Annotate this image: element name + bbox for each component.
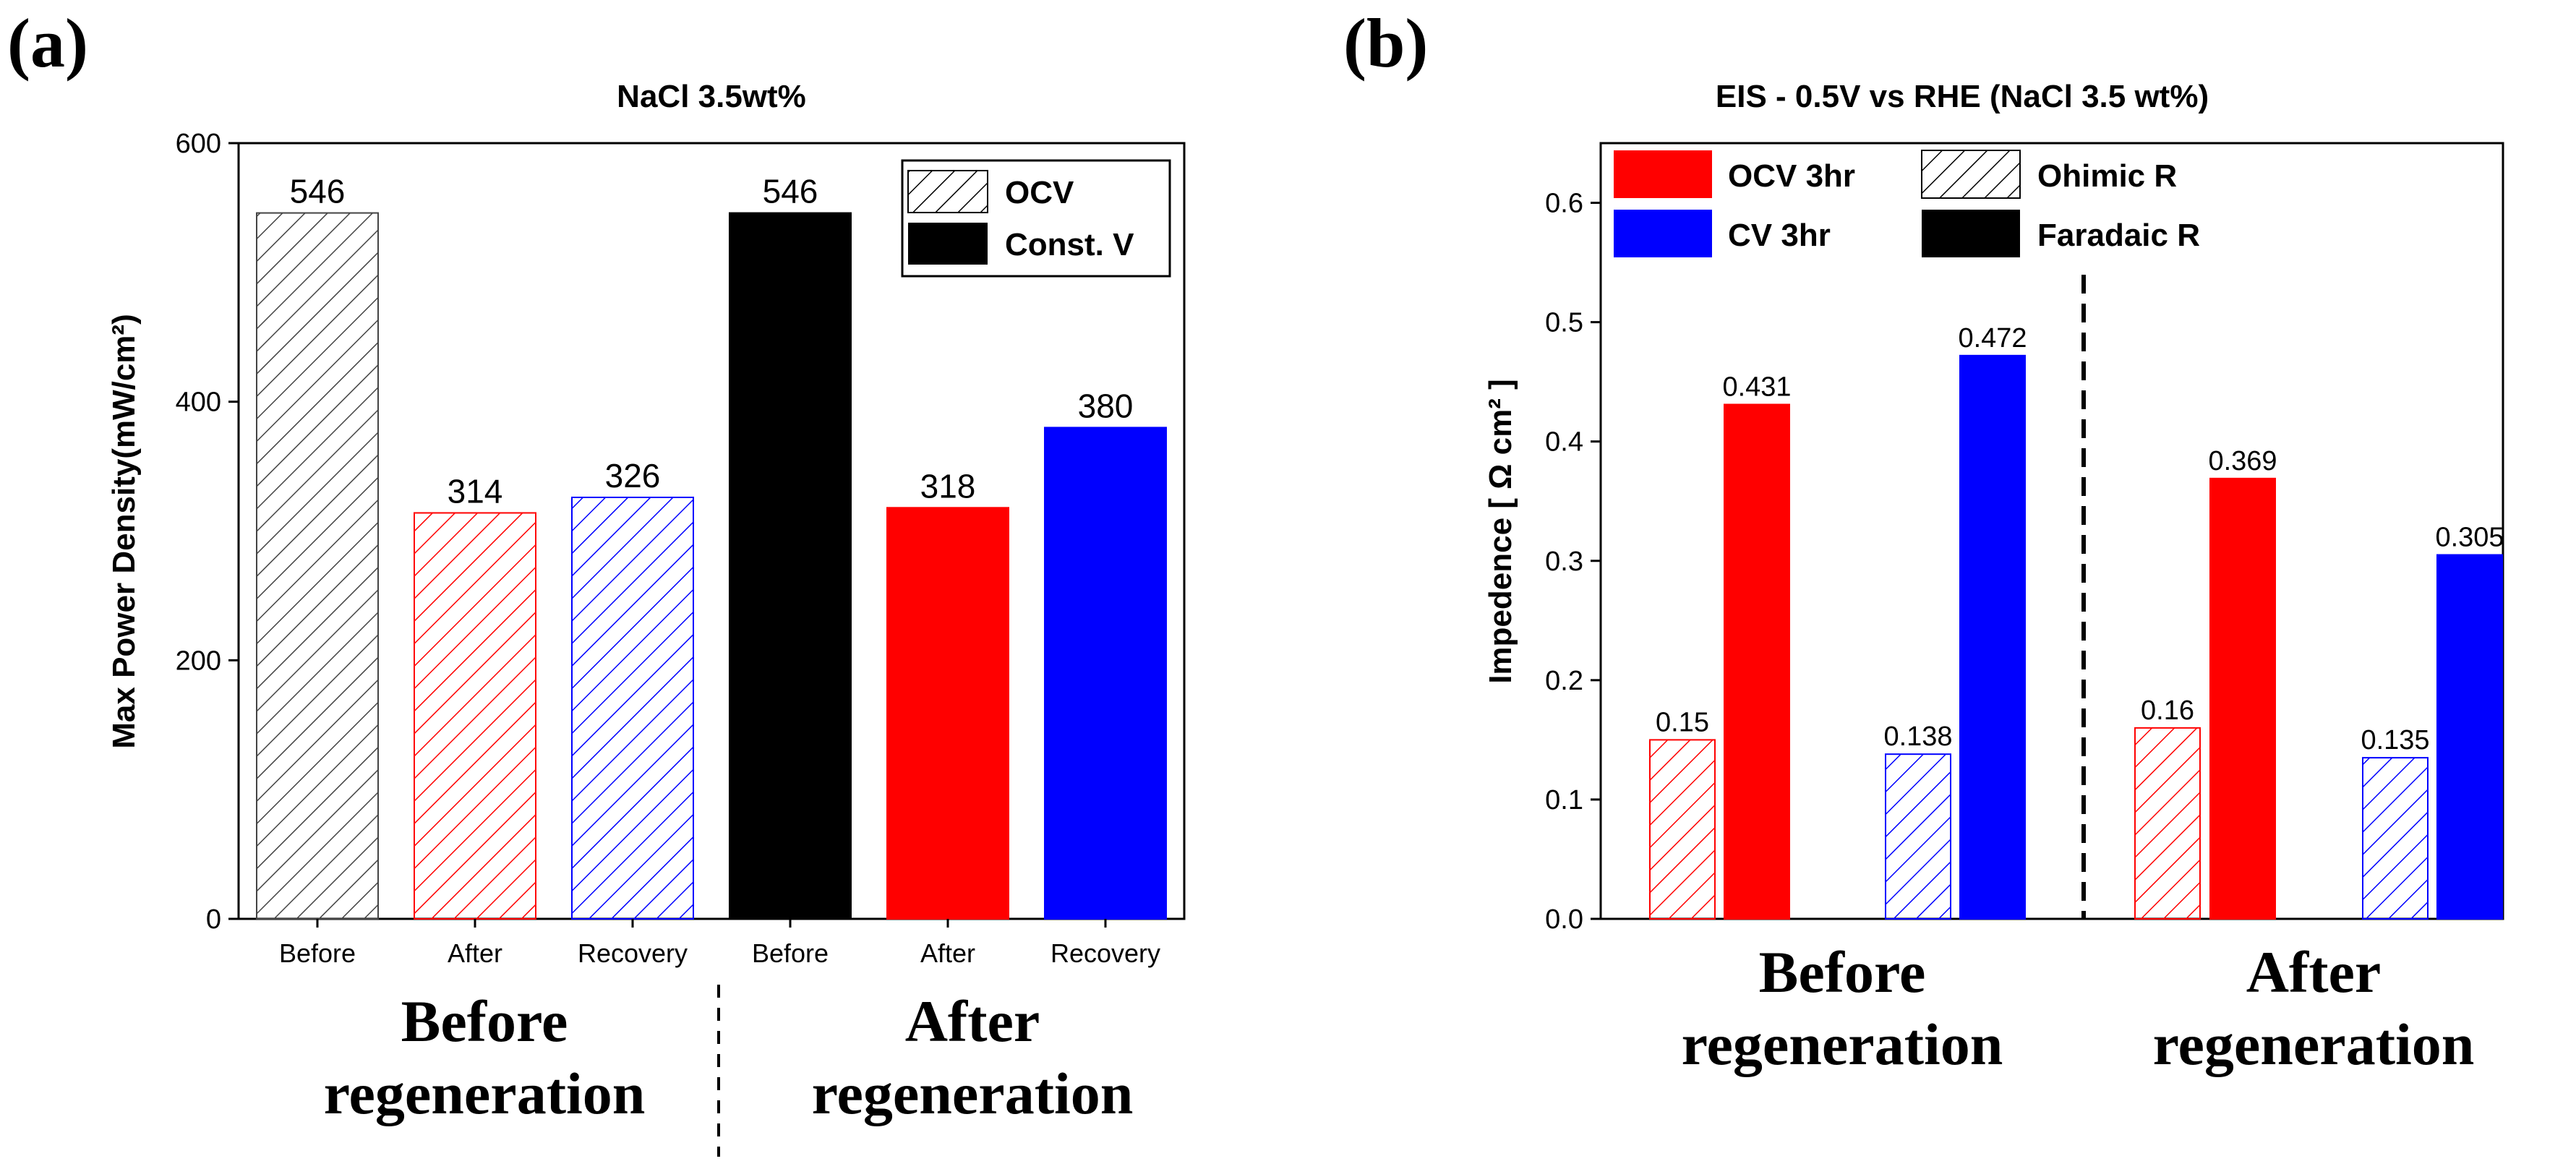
legend-ocv-label: OCV — [1005, 175, 1074, 210]
chart-b-value-label: 0.135 — [2361, 725, 2429, 755]
chart-b-y-tick-label: 0.6 — [1545, 189, 1583, 219]
chart-a-category-label: Before — [752, 938, 829, 968]
chart-b-value-label: 0.369 — [2208, 446, 2277, 476]
chart-a-bar — [414, 512, 536, 920]
chart-b-y-ticks: 0.0 0.1 0.2 0.3 0.4 0.5 0.6 — [1545, 189, 1601, 935]
chart-b-title: EIS - 0.5V vs RHE (NaCl 3.5 wt%) — [1716, 79, 2209, 114]
chart-b-y-tick-label: 0.5 — [1545, 308, 1583, 338]
chart-b-group-before-line1: Before — [1759, 939, 1926, 1005]
chart-a-category-labels: Before After Recovery Before After Recovery — [279, 919, 1160, 968]
chart-a-bar — [571, 497, 694, 920]
chart-b-y-tick-label: 0.0 — [1545, 904, 1583, 935]
chart-a-group-before-line2: regeneration — [324, 1061, 646, 1126]
legend-ohmic-label: Ohimic R — [2037, 158, 2177, 194]
chart-a-group-before-line1: Before — [401, 988, 568, 1054]
chart-a-category-label: After — [920, 938, 975, 968]
chart-b-y-tick-label: 0.2 — [1545, 666, 1583, 696]
legend-cv3hr-swatch — [1614, 210, 1712, 257]
chart-a-category-label: Recovery — [578, 938, 688, 968]
chart-a-y-ticks: 0 200 400 600 — [176, 129, 239, 935]
chart-a-value-label: 318 — [920, 467, 976, 505]
chart-b-bar — [1724, 403, 1790, 920]
chart-b-y-tick-label: 0.1 — [1545, 785, 1583, 815]
chart-a-group-after-line1: After — [905, 988, 1040, 1054]
chart-a-legend: OCV Const. V — [901, 159, 1171, 278]
legend-constv-label: Const. V — [1005, 227, 1134, 262]
chart-a: NaCl 3.5wt% Max Power Density(mW/cm²) 0 2… — [106, 79, 1186, 1157]
panel-a-letter: (a) — [7, 4, 88, 82]
chart-b-value-label: 0.16 — [2141, 695, 2194, 726]
chart-b-bar — [2362, 757, 2429, 920]
chart-b-group-before-line2: regeneration — [1682, 1011, 2003, 1077]
legend-ohmic-swatch — [1921, 150, 2021, 199]
chart-b-y-tick-label: 0.4 — [1545, 427, 1583, 458]
chart-a-value-labels: 546 314 326 546 318 380 — [290, 173, 1134, 510]
chart-b-value-label: 0.138 — [1883, 721, 1952, 752]
chart-a-value-label: 314 — [448, 472, 503, 510]
legend-cv3hr-label: CV 3hr — [1728, 218, 1831, 253]
chart-a-y-tick-label: 200 — [176, 646, 221, 676]
chart-a-y-tick-label: 600 — [176, 129, 221, 159]
chart-b-value-label: 0.472 — [1958, 323, 2027, 354]
chart-a-y-tick-label: 400 — [176, 387, 221, 418]
chart-b-bar — [1649, 739, 1716, 920]
chart-b-value-label: 0.431 — [1722, 372, 1791, 403]
chart-a-bar — [729, 212, 852, 920]
legend-ocv3hr-label: OCV 3hr — [1728, 158, 1855, 194]
chart-b-bar — [1885, 753, 1951, 920]
chart-b-plot-frame — [1599, 142, 2504, 920]
chart-b-bar — [1959, 354, 2026, 920]
chart-a-group-after-line2: regeneration — [812, 1061, 1134, 1126]
chart-a-bars — [256, 212, 1167, 920]
chart-b-value-labels: 0.15 0.16 0.431 0.369 0.138 0.135 0.472 0.305 — [1656, 323, 2504, 755]
chart-b-y-tick-label: 0.3 — [1545, 547, 1583, 577]
panel-b-letter: (b) — [1343, 4, 1428, 82]
chart-a-bar — [1044, 427, 1167, 920]
chart-b-value-label: 0.305 — [2435, 523, 2504, 553]
chart-a-value-label: 326 — [605, 457, 661, 494]
chart-b: EIS - 0.5V vs RHE (NaCl 3.5 wt%) Impeden… — [1483, 79, 2504, 1077]
legend-faradaic-label: Faradaic R — [2037, 218, 2200, 253]
legend-constv-swatch — [908, 223, 988, 265]
chart-a-category-label: After — [448, 938, 502, 968]
chart-b-bar — [2134, 727, 2201, 920]
chart-b-group-after-line1: After — [2246, 939, 2382, 1005]
chart-a-y-axis-label: Max Power Density(mW/cm²) — [106, 314, 142, 748]
chart-a-category-label: Recovery — [1050, 938, 1160, 968]
chart-b-value-label: 0.15 — [1656, 707, 1709, 737]
chart-b-legend: OCV 3hr Ohimic R CV 3hr Faradaic R — [1614, 150, 2200, 257]
chart-b-bar — [2436, 554, 2503, 920]
chart-a-category-label: Before — [279, 938, 356, 968]
chart-a-bar — [256, 212, 379, 920]
chart-b-bars — [1649, 354, 2503, 920]
chart-a-y-tick-label: 0 — [206, 904, 221, 935]
chart-b-group-after-line2: regeneration — [2153, 1011, 2475, 1077]
chart-a-value-label: 546 — [290, 173, 346, 210]
chart-a-plot-frame — [237, 142, 1186, 920]
legend-ocv3hr-swatch — [1614, 150, 1712, 198]
chart-a-value-label: 380 — [1078, 387, 1134, 424]
chart-b-y-axis-label: Impedence [ Ω cm² ] — [1483, 379, 1518, 684]
chart-a-bar — [886, 507, 1009, 920]
chart-a-title: NaCl 3.5wt% — [617, 79, 806, 114]
legend-faradaic-swatch — [1922, 210, 2020, 257]
chart-a-value-label: 546 — [763, 173, 818, 210]
chart-b-bar — [2209, 477, 2276, 920]
legend-ocv-swatch — [907, 170, 988, 213]
